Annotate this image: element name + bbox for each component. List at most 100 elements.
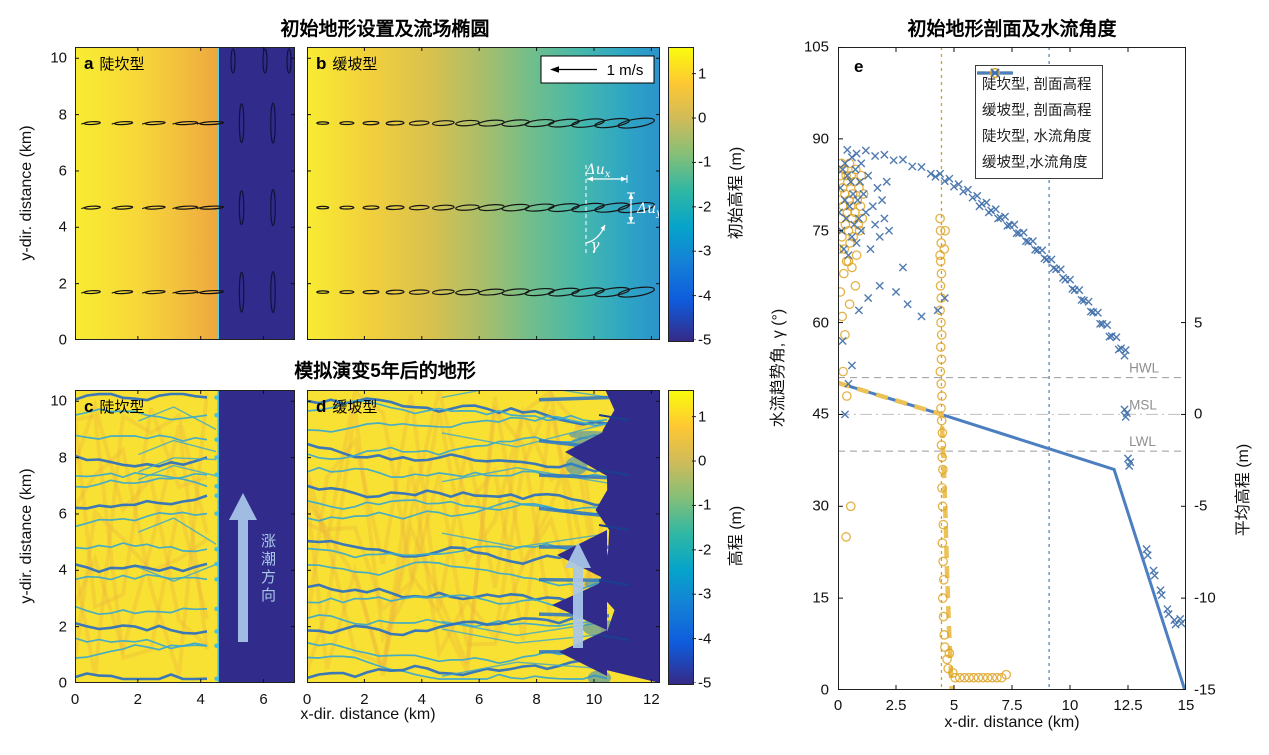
blue-x-marker-swatch (990, 68, 1000, 78)
svg-text:γ: γ (591, 236, 600, 254)
flood-direction-label: 涨潮方向 (259, 533, 276, 605)
angle-tick-label: 15 (812, 589, 829, 607)
panel-c-evolved-steep: c 陡坎型 涨潮方向 (75, 390, 295, 683)
legend-row-steep-angle: 陡坎型, 水流角度 (982, 67, 1092, 148)
colorbar-tick-label: 1 (698, 65, 707, 83)
x-tick-label: 6 (259, 691, 268, 708)
svg-text:MSL: MSL (1129, 397, 1157, 412)
x-tick-label: 2 (133, 691, 143, 708)
y-tick-label: 4 (58, 561, 67, 579)
legend-label: 陡坎型, 水流角度 (982, 128, 1092, 145)
panel-e-profile-chart: HWL MSL LWL e 陡坎型, 剖面高程 缓坡型, 剖面高程 陡 (838, 47, 1186, 690)
y-tick-label: 2 (58, 618, 67, 636)
panel-b-name: 缓坡型 (332, 56, 378, 73)
angle-tick-label: 75 (812, 222, 829, 240)
panel-d-letter: d (316, 397, 327, 416)
x-tick-label: 15 (1177, 697, 1195, 714)
y-tick-label: 0 (58, 331, 67, 349)
panel-b-initial-gentle: Δux Δuy γ 1 m/s b 缓坡型 (307, 47, 660, 340)
colorbar-tick-label: -2 (698, 541, 712, 559)
y-tick-label: 10 (50, 49, 67, 67)
angle-tick-label: 90 (812, 130, 829, 148)
elev-tick-label: 5 (1194, 314, 1203, 332)
svg-text:HWL: HWL (1129, 361, 1159, 376)
colorbar-tick-label: 0 (698, 109, 707, 127)
panel-e-letter: e (854, 57, 864, 76)
colorbar-tick-label: -4 (698, 287, 712, 305)
x-axis-label-panel-e: x-dir. distance (km) (944, 714, 1080, 731)
svg-text:Δuy: Δuy (636, 201, 660, 219)
colorbar-tick-label: -1 (698, 153, 712, 171)
y-tick-label: 8 (58, 449, 67, 467)
angle-tick-label: 0 (820, 681, 829, 699)
colorbar-tick-label: -3 (698, 242, 712, 260)
legend-row-gentle-profile: 缓坡型, 剖面高程 (977, 71, 1092, 122)
panel-d-name: 缓坡型 (332, 399, 378, 416)
x-tick-label: 6 (475, 691, 484, 708)
legend-row-gentle-angle: 缓坡型,水流角度 (982, 68, 1092, 174)
svg-text:LWL: LWL (1129, 434, 1156, 449)
x-tick-label: 12 (643, 691, 660, 708)
legend-label: 缓坡型,水流角度 (982, 154, 1088, 171)
elev-tick-label: -10 (1194, 589, 1216, 607)
panel-c-label: c 陡坎型 (84, 396, 144, 417)
x-tick-label: 7.5 (1001, 697, 1023, 714)
x-tick-label: 5 (949, 697, 959, 714)
x-tick-label: 2 (360, 691, 369, 708)
x-tick-label: 0 (302, 691, 312, 708)
panel-d-evolved-gentle: d 缓坡型 (307, 390, 660, 683)
panel-c-name: 陡坎型 (99, 399, 145, 416)
legend-label: 缓坡型, 剖面高程 (982, 102, 1092, 119)
x-tick-label: 0 (70, 691, 80, 708)
colorbar-initial (668, 47, 694, 342)
panel-a-name: 陡坎型 (99, 56, 145, 73)
colorbar-tick-label: -2 (698, 198, 712, 216)
colorbar-evolved-label: 高程 (m) (728, 505, 745, 567)
panel-d-label: d 缓坡型 (316, 396, 377, 417)
svg-text:Δux: Δux (585, 162, 611, 180)
angle-tick-label: 30 (812, 497, 829, 515)
panel-b-label: b 缓坡型 (316, 53, 377, 74)
y-tick-label: 8 (58, 106, 67, 124)
panel-a-letter: a (84, 54, 94, 73)
y-tick-label: 10 (50, 392, 67, 410)
legend-label: 陡坎型, 剖面高程 (982, 76, 1092, 93)
y-tick-label: 0 (58, 674, 67, 692)
x-tick-label: 4 (417, 691, 426, 708)
x-tick-label: 12.5 (1113, 697, 1143, 714)
panel-a-initial-steep: a 陡坎型 (75, 47, 295, 340)
panel-c-letter: c (84, 397, 94, 416)
x-tick-label: 0 (833, 697, 843, 714)
title-initial-setup: 初始地形设置及流场椭圆 (280, 19, 490, 40)
y-tick-label: 6 (58, 505, 67, 523)
y-axis-label-bottom-row: y-dir. distance (km) (18, 468, 35, 604)
panel-e-label: e (854, 57, 869, 77)
x-tick-label: 10 (1061, 697, 1079, 714)
colorbar-tick-label: -1 (698, 496, 712, 514)
gold-circle-marker-swatch (989, 67, 1001, 79)
colorbar-tick-label: 1 (698, 408, 707, 426)
title-profile: 初始地形剖面及水流角度 (907, 19, 1117, 40)
colorbar-tick-label: 0 (698, 452, 707, 470)
angle-tick-label: 60 (812, 314, 829, 332)
elev-tick-label: -15 (1194, 681, 1216, 699)
y-tick-label: 4 (58, 218, 67, 236)
colorbar-evolved (668, 390, 694, 685)
elev-tick-label: 0 (1194, 405, 1203, 423)
legend: 陡坎型, 剖面高程 缓坡型, 剖面高程 陡坎型, 水流角度 缓坡型,水流角度 (975, 65, 1103, 179)
y-axis-label-top-row: y-dir. distance (km) (18, 125, 35, 261)
colorbar-initial-label: 初始高程 (m) (728, 146, 745, 240)
colorbar-tick-label: -5 (698, 674, 712, 692)
colorbar-tick-label: -5 (698, 331, 712, 349)
y-tick-label: 6 (58, 162, 67, 180)
mean-elev-axis-label: 平均高程 (m) (1235, 443, 1252, 537)
svg-text:1 m/s: 1 m/s (607, 62, 644, 79)
elev-tick-label: -5 (1194, 497, 1208, 515)
panel-b-letter: b (316, 54, 327, 73)
x-tick-label: 4 (196, 691, 205, 708)
title-evolved: 模拟演变5年后的地形 (294, 361, 476, 382)
x-tick-label: 8 (532, 691, 541, 708)
x-tick-label: 10 (585, 691, 603, 708)
x-axis-label-left-block: x-dir. distance (km) (300, 706, 436, 723)
